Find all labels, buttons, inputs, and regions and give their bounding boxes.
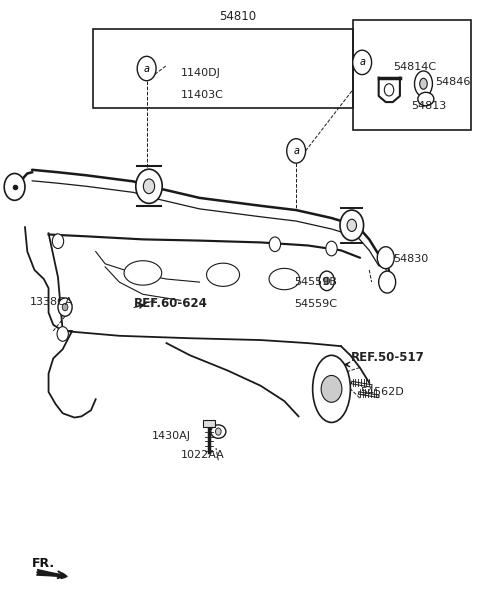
Circle shape xyxy=(136,169,162,204)
Bar xyxy=(203,420,215,427)
Circle shape xyxy=(347,219,357,232)
Circle shape xyxy=(324,277,330,284)
Text: 11403C: 11403C xyxy=(180,90,224,100)
Ellipse shape xyxy=(124,261,162,285)
Circle shape xyxy=(384,84,394,96)
Circle shape xyxy=(62,303,68,311)
Text: a: a xyxy=(359,58,365,67)
Text: 1338CA: 1338CA xyxy=(30,297,73,306)
Text: 54810: 54810 xyxy=(218,10,256,23)
Circle shape xyxy=(216,428,221,435)
Text: REF.50-517: REF.50-517 xyxy=(350,351,424,365)
Text: 54813: 54813 xyxy=(412,101,447,111)
Circle shape xyxy=(379,271,396,293)
Circle shape xyxy=(287,139,306,163)
Text: a: a xyxy=(293,146,299,156)
Text: 1430AJ: 1430AJ xyxy=(152,431,192,441)
Circle shape xyxy=(321,375,342,402)
Circle shape xyxy=(52,234,64,248)
Circle shape xyxy=(340,210,363,240)
Text: 54559C: 54559C xyxy=(294,299,337,309)
Circle shape xyxy=(144,179,155,194)
Text: 1022AA: 1022AA xyxy=(180,451,224,460)
Circle shape xyxy=(269,237,281,251)
Circle shape xyxy=(137,56,156,81)
Circle shape xyxy=(58,298,72,316)
Circle shape xyxy=(4,173,25,200)
Text: 54814C: 54814C xyxy=(393,61,436,72)
Ellipse shape xyxy=(206,263,240,286)
Text: a: a xyxy=(144,64,150,74)
Text: FR.: FR. xyxy=(32,557,55,570)
Ellipse shape xyxy=(420,78,427,89)
Circle shape xyxy=(353,50,372,75)
Ellipse shape xyxy=(418,93,434,105)
Text: 54830: 54830 xyxy=(393,254,428,264)
Text: REF.60-624: REF.60-624 xyxy=(133,297,207,310)
Text: 54846: 54846 xyxy=(435,77,471,87)
Circle shape xyxy=(319,271,335,291)
Circle shape xyxy=(326,241,337,256)
Text: 54562D: 54562D xyxy=(360,387,404,397)
Text: 54559B: 54559B xyxy=(294,277,336,287)
Circle shape xyxy=(57,327,68,341)
Ellipse shape xyxy=(415,71,432,97)
Ellipse shape xyxy=(312,356,350,422)
Ellipse shape xyxy=(269,268,300,290)
Circle shape xyxy=(377,246,394,268)
Text: 1140DJ: 1140DJ xyxy=(180,67,220,78)
Ellipse shape xyxy=(211,425,226,438)
